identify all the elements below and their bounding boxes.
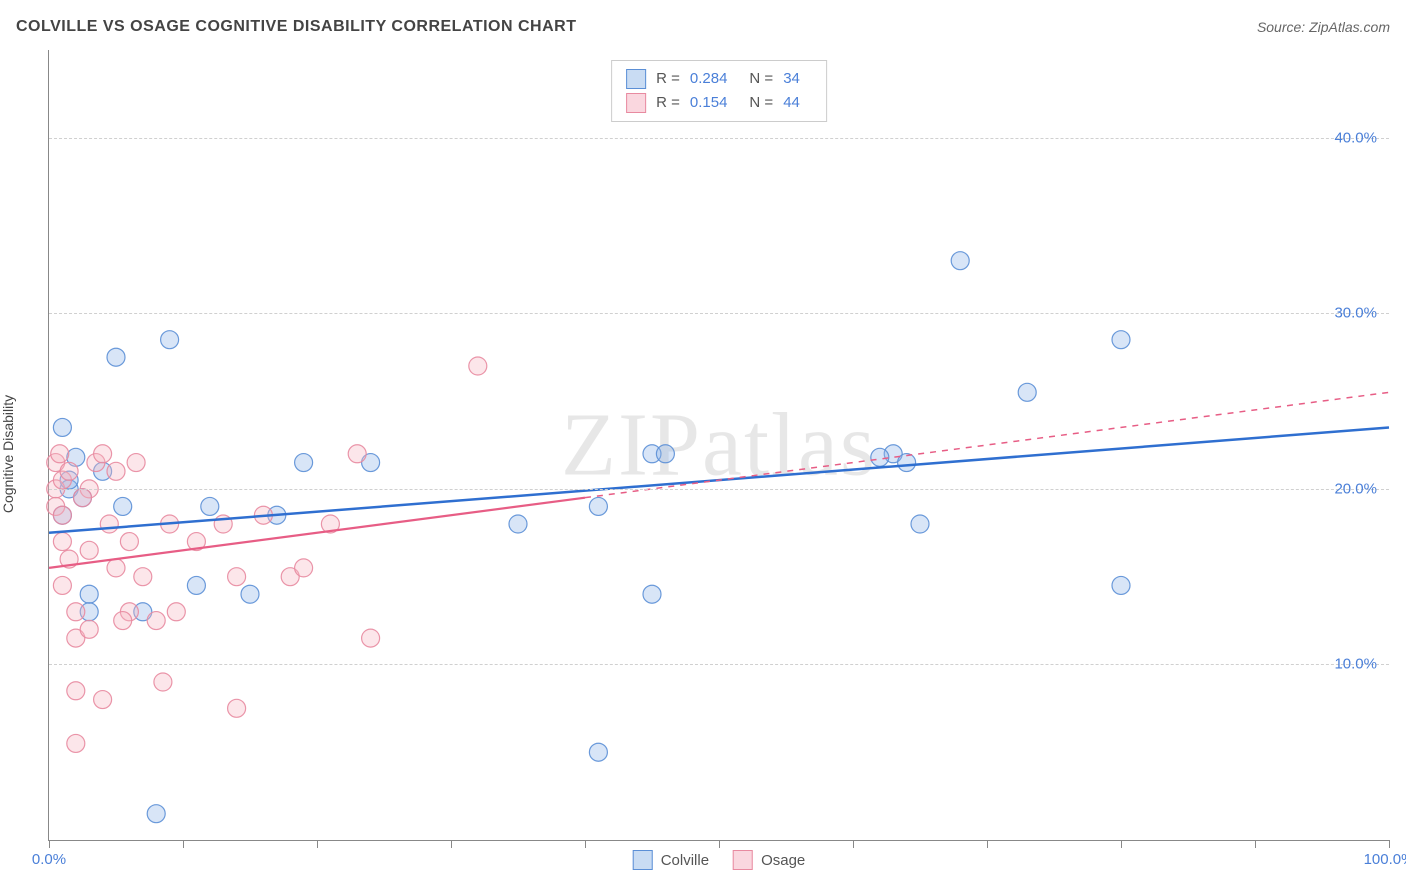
gridline [49,313,1389,314]
data-point [107,559,125,577]
gridline [49,489,1389,490]
chart-title: COLVILLE VS OSAGE COGNITIVE DISABILITY C… [16,18,576,36]
y-tick-label: 40.0% [1334,129,1377,146]
data-point [167,603,185,621]
data-point [67,682,85,700]
data-point [589,743,607,761]
legend-item: Colville [633,850,709,870]
data-point [228,699,246,717]
series-swatch [626,69,646,89]
data-point [127,454,145,472]
data-point [53,576,71,594]
n-value: 34 [783,67,800,91]
data-point [147,612,165,630]
legend-label: Colville [661,852,709,869]
data-point [1112,576,1130,594]
x-tick [853,840,854,848]
data-point [114,497,132,515]
x-tick [451,840,452,848]
stats-box: R = 0.284 N = 34 R = 0.154 N = 44 [611,60,827,122]
x-tick [719,840,720,848]
n-value: 44 [783,91,800,115]
data-point [94,445,112,463]
data-point [53,418,71,436]
gridline [49,138,1389,139]
chart-svg [49,50,1389,840]
data-point [80,541,98,559]
data-point [53,533,71,551]
data-point [134,568,152,586]
data-point [67,734,85,752]
plot-area: ZIPatlas R =0.284N =34R =0.154N =44 Colv… [48,50,1389,841]
x-tick [1255,840,1256,848]
trend-line-dashed [585,392,1389,497]
data-point [154,673,172,691]
data-point [161,331,179,349]
data-point [362,629,380,647]
n-label: N = [749,91,773,115]
data-point [74,489,92,507]
data-point [295,454,313,472]
data-point [114,612,132,630]
n-label: N = [749,67,773,91]
r-label: R = [656,91,680,115]
data-point [1018,383,1036,401]
data-point [80,620,98,638]
r-value: 0.284 [690,67,728,91]
data-point [107,462,125,480]
data-point [951,252,969,270]
data-point [147,805,165,823]
x-tick [987,840,988,848]
data-point [509,515,527,533]
x-tick [1121,840,1122,848]
legend-item: Osage [733,850,805,870]
data-point [1112,331,1130,349]
x-tick-label-right: 100.0% [1364,851,1406,868]
data-point [643,585,661,603]
y-tick-label: 30.0% [1334,305,1377,322]
source-attribution: Source: ZipAtlas.com [1257,19,1390,35]
data-point [100,515,118,533]
legend-swatch [633,850,653,870]
stats-row: R = 0.284 N = 34 [626,67,812,91]
data-point [589,497,607,515]
data-point [53,506,71,524]
data-point [51,445,69,463]
x-tick [1389,840,1390,848]
data-point [656,445,674,463]
data-point [228,568,246,586]
data-point [469,357,487,375]
data-point [911,515,929,533]
data-point [94,691,112,709]
data-point [871,448,889,466]
stats-row: R = 0.154 N = 44 [626,91,812,115]
data-point [107,348,125,366]
data-point [348,445,366,463]
data-point [201,497,219,515]
x-tick-label-left: 0.0% [32,851,66,868]
data-point [60,462,78,480]
x-tick [585,840,586,848]
gridline [49,664,1389,665]
data-point [295,559,313,577]
data-point [187,576,205,594]
y-tick-label: 10.0% [1334,656,1377,673]
y-axis-label: Cognitive Disability [0,395,16,513]
x-tick [49,840,50,848]
r-value: 0.154 [690,91,728,115]
data-point [241,585,259,603]
data-point [120,533,138,551]
data-point [80,585,98,603]
legend-label: Osage [761,852,805,869]
legend-swatch [733,850,753,870]
x-tick [317,840,318,848]
series-swatch [626,93,646,113]
y-tick-label: 20.0% [1334,480,1377,497]
r-label: R = [656,67,680,91]
data-point [67,603,85,621]
legend: Colville Osage [633,850,806,870]
x-tick [183,840,184,848]
